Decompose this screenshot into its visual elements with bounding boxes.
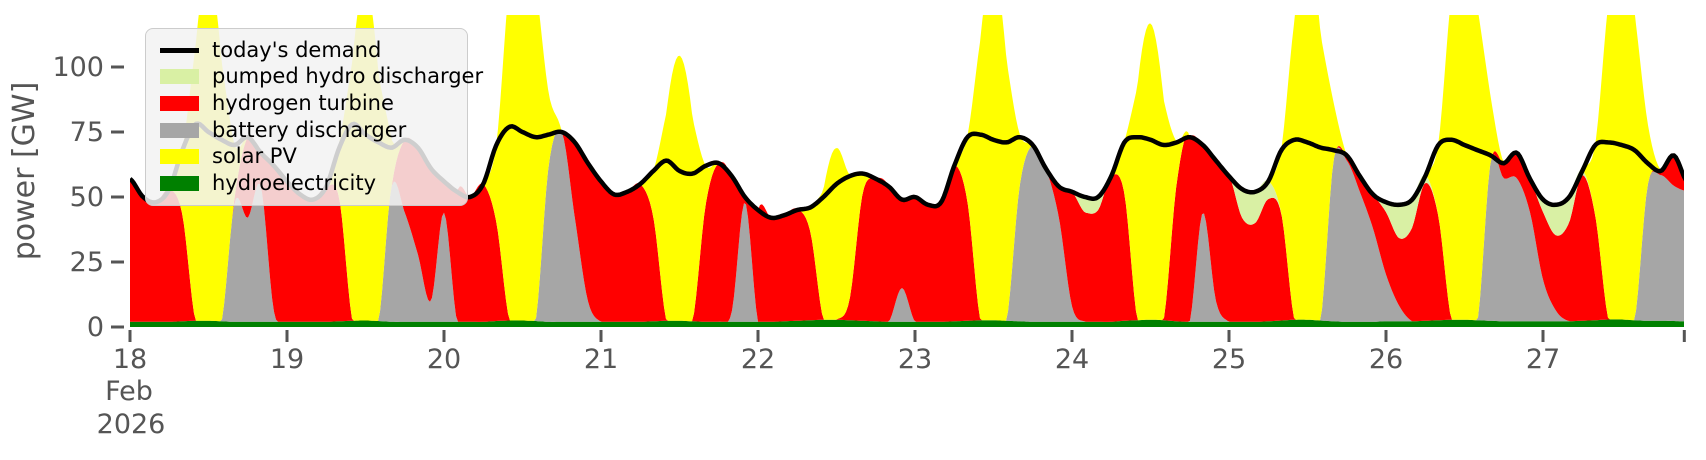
stacked-areas bbox=[130, 15, 1684, 327]
x-tick-label: 24 bbox=[1055, 344, 1089, 375]
x-tick-label: 25 bbox=[1212, 344, 1246, 375]
legend-label: pumped hydro discharger bbox=[212, 64, 484, 89]
y-axis-label: power [GW] bbox=[7, 82, 42, 261]
legend-label: hydrogen turbine bbox=[212, 91, 394, 116]
legend-item-hydroelectricity: hydroelectricity bbox=[160, 171, 453, 196]
legend-item-todays-demand: today's demand bbox=[160, 38, 453, 63]
legend: today's demand pumped hydro discharger h… bbox=[145, 28, 483, 206]
area-battery-discharger bbox=[130, 129, 1684, 322]
legend-item-battery-discharger: battery discharger bbox=[160, 118, 453, 143]
legend-label: solar PV bbox=[212, 144, 297, 169]
area-hydrogen-turbine bbox=[130, 129, 1684, 322]
x-tick-label: 23 bbox=[898, 344, 932, 375]
y-tick-label: 25 bbox=[70, 247, 104, 278]
area-hydroelectricity bbox=[130, 319, 1684, 327]
x-axis-year-label: 2026 bbox=[97, 409, 166, 440]
legend-label: today's demand bbox=[212, 37, 382, 62]
x-tick-label: 27 bbox=[1526, 344, 1560, 375]
x-tick-label: 20 bbox=[427, 344, 461, 375]
x-tick-label: 21 bbox=[584, 344, 618, 375]
legend-label: hydroelectricity bbox=[212, 171, 377, 196]
x-tick-label: 18 bbox=[113, 344, 147, 375]
axis-ticks: 0 25 50 75 100 18 19 20 21 22 23 24 25 26 27 bbox=[52, 52, 1686, 375]
y-tick-label: 50 bbox=[70, 182, 104, 213]
x-tick-label: 19 bbox=[270, 344, 304, 375]
legend-item-solar-pv: solar PV bbox=[160, 144, 453, 169]
y-tick-label: 100 bbox=[52, 52, 104, 83]
legend-swatch-battery bbox=[160, 122, 199, 138]
legend-swatch-solar bbox=[160, 149, 199, 165]
area-solar-PV bbox=[130, 15, 1684, 322]
legend-swatch-pumped-hydro bbox=[160, 69, 199, 85]
legend-swatch-hydrogen bbox=[160, 96, 199, 112]
legend-item-hydrogen-turbine: hydrogen turbine bbox=[160, 91, 453, 116]
x-tick-label: 26 bbox=[1369, 344, 1403, 375]
x-tick-label: 22 bbox=[741, 344, 775, 375]
legend-swatch-hydroelectricity bbox=[160, 176, 199, 192]
x-axis-month-label: Feb bbox=[105, 376, 153, 407]
legend-item-pumped-hydro-discharger: pumped hydro discharger bbox=[160, 64, 483, 89]
legend-swatch-demand-line bbox=[160, 47, 199, 53]
y-tick-label: 75 bbox=[70, 117, 104, 148]
y-tick-label: 0 bbox=[87, 312, 104, 343]
legend-label: battery discharger bbox=[212, 117, 407, 142]
